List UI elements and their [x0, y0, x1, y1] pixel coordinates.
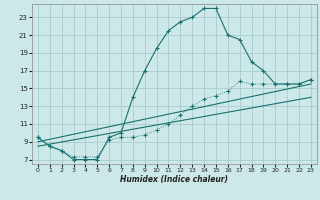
X-axis label: Humidex (Indice chaleur): Humidex (Indice chaleur) [120, 175, 228, 184]
